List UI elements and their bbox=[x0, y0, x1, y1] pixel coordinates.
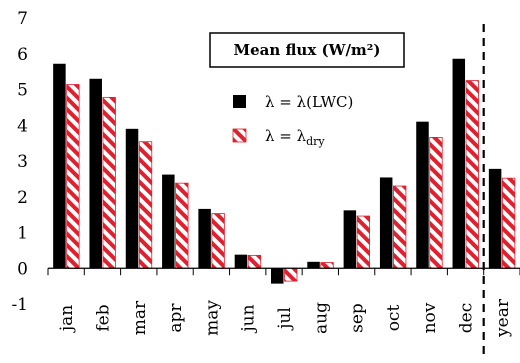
x-tick-label: oct bbox=[384, 305, 404, 332]
bar-lwc bbox=[234, 254, 248, 269]
x-tick-label: feb bbox=[93, 304, 113, 331]
bars bbox=[53, 58, 516, 284]
bar-dry bbox=[393, 185, 407, 269]
bar-dry bbox=[320, 262, 334, 269]
y-tick-label: 2 bbox=[17, 188, 28, 208]
bar-lwc bbox=[343, 210, 357, 269]
x-tick-label: mar bbox=[130, 300, 150, 335]
bar-dry bbox=[356, 215, 371, 269]
x-tick-label: jul bbox=[275, 307, 295, 331]
bar-dry bbox=[138, 141, 153, 269]
legend-swatch-lwc bbox=[233, 95, 246, 108]
x-axis-ticks: jan feb mar apr may jun jul aug sep oct nov dec year bbox=[47, 268, 520, 338]
bar-lwc bbox=[89, 78, 102, 269]
x-tick-label: jun bbox=[239, 304, 259, 333]
y-tick-label: 7 bbox=[17, 9, 28, 29]
y-tick-label: 6 bbox=[17, 45, 28, 65]
y-tick-label: 3 bbox=[17, 152, 28, 172]
x-tick-label: apr bbox=[166, 303, 186, 333]
bar-lwc bbox=[379, 177, 393, 269]
x-tick-label: dec bbox=[457, 303, 477, 333]
legend-label-dry-subscript: dry bbox=[306, 135, 325, 148]
x-tick-label: may bbox=[202, 300, 222, 336]
bar-lwc bbox=[488, 168, 502, 269]
x-tick-label: nov bbox=[420, 302, 440, 333]
y-tick-label: 1 bbox=[17, 224, 28, 244]
y-tick-label: -1 bbox=[11, 295, 28, 315]
bar-dry bbox=[102, 96, 116, 269]
x-tick-label: jan bbox=[57, 305, 77, 333]
y-tick-label: 0 bbox=[17, 259, 28, 279]
chart-title: Mean flux (W/m²) bbox=[234, 41, 381, 59]
y-axis-ticks: -1 0 1 2 3 4 5 6 7 bbox=[11, 9, 28, 315]
legend-label-dry-main: λ = λ bbox=[265, 127, 307, 145]
x-tick-label: sep bbox=[348, 303, 368, 333]
legend-label-dry: λ = λdry bbox=[265, 127, 325, 148]
legend: λ = λ(LWC) λ = λdry bbox=[222, 83, 386, 155]
bar-dry bbox=[175, 182, 189, 269]
bar-dry bbox=[465, 80, 479, 269]
bar-lwc bbox=[416, 121, 429, 269]
bar-dry bbox=[429, 137, 443, 269]
chart-title-box: Mean flux (W/m²) bbox=[209, 32, 405, 68]
bar-lwc bbox=[53, 63, 66, 269]
bar-lwc bbox=[452, 58, 466, 269]
bar-dry bbox=[284, 267, 298, 282]
bar-lwc bbox=[125, 128, 139, 269]
bar-dry bbox=[501, 177, 516, 269]
legend-item-dry: λ = λdry bbox=[232, 127, 325, 148]
legend-item-lwc: λ = λ(LWC) bbox=[233, 93, 353, 111]
bar-dry bbox=[211, 213, 225, 269]
legend-label-lwc: λ = λ(LWC) bbox=[265, 93, 353, 111]
bar-lwc bbox=[162, 174, 175, 269]
x-tick-label: aug bbox=[311, 302, 331, 334]
legend-swatch-dry bbox=[232, 128, 247, 143]
y-tick-label: 5 bbox=[17, 81, 28, 101]
bar-dry bbox=[66, 84, 80, 269]
bar-lwc bbox=[307, 261, 320, 269]
bar-lwc bbox=[198, 208, 211, 269]
x-tick-label: year bbox=[493, 298, 513, 338]
y-tick-label: 4 bbox=[17, 116, 28, 136]
bar-lwc bbox=[271, 268, 284, 284]
bar-dry bbox=[247, 254, 262, 269]
